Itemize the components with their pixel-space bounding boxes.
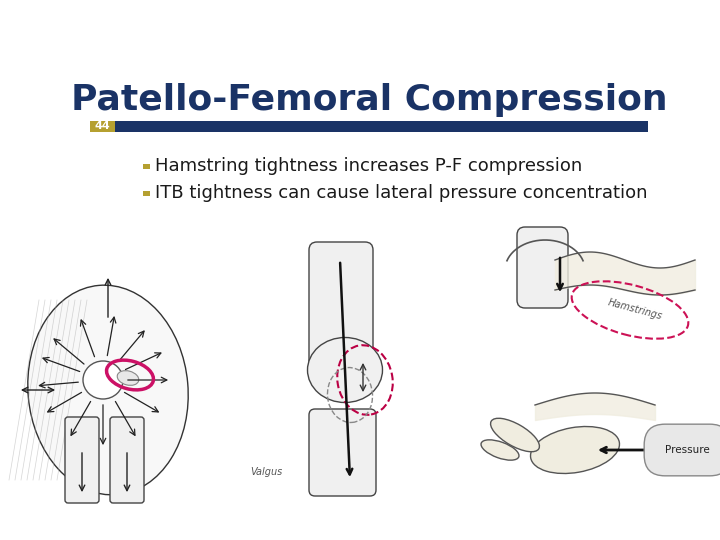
Ellipse shape: [307, 338, 382, 402]
Bar: [143, 191, 150, 195]
Bar: [143, 164, 150, 168]
Bar: [90, 120, 114, 132]
FancyBboxPatch shape: [309, 242, 373, 368]
Text: Valgus: Valgus: [250, 467, 282, 477]
Text: Patello-Femoral Compression: Patello-Femoral Compression: [71, 83, 667, 117]
Text: 44: 44: [94, 122, 110, 131]
Ellipse shape: [28, 285, 188, 495]
Text: Hamstring tightness increases P-F compression: Hamstring tightness increases P-F compre…: [156, 157, 582, 175]
Ellipse shape: [531, 427, 619, 474]
FancyBboxPatch shape: [309, 409, 376, 496]
FancyBboxPatch shape: [65, 417, 99, 503]
Ellipse shape: [490, 418, 539, 452]
Ellipse shape: [481, 440, 519, 460]
Text: Hamstrings: Hamstrings: [606, 298, 663, 322]
Ellipse shape: [117, 370, 139, 386]
Text: Pressure: Pressure: [665, 445, 710, 455]
Ellipse shape: [83, 361, 123, 399]
Text: ITB tightness can cause lateral pressure concentration: ITB tightness can cause lateral pressure…: [156, 184, 648, 202]
FancyBboxPatch shape: [517, 227, 568, 308]
Bar: [90, 120, 648, 132]
FancyBboxPatch shape: [110, 417, 144, 503]
